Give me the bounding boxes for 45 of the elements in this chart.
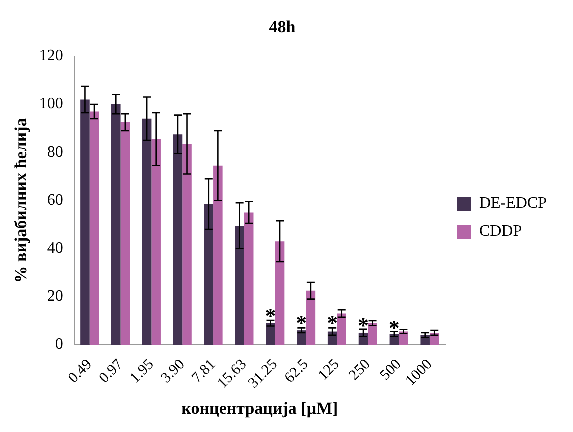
bar (152, 139, 161, 346)
bar (214, 166, 223, 346)
bar (306, 290, 316, 346)
bar (90, 112, 100, 346)
bar (244, 212, 254, 346)
x-tick-label: 0.97 (96, 356, 127, 387)
bar (173, 134, 183, 346)
annotation: * (358, 313, 370, 338)
y-axis-title: % вијабилних ћелија (12, 118, 31, 284)
bar (142, 118, 152, 346)
annotation: * (296, 310, 308, 336)
x-tick-label: 0.49 (66, 356, 96, 387)
y-tick-label: 100 (39, 96, 64, 113)
bar (204, 204, 214, 346)
y-tick-label: 40 (47, 240, 64, 258)
annotation: * (265, 303, 276, 328)
legend-label: CDDP (479, 223, 522, 240)
bar (112, 104, 121, 346)
bar (120, 122, 130, 346)
x-tick-label: 500 (377, 356, 405, 384)
x-tick-label: 62.5 (282, 356, 312, 387)
bar (80, 100, 90, 346)
chart-title: 48h (269, 18, 296, 37)
x-axis-title: концентрација [μM] (182, 399, 338, 418)
bar (368, 323, 378, 346)
y-tick-label: 20 (47, 288, 64, 306)
bar (337, 314, 346, 346)
legend-label: DE-EDCP (479, 195, 548, 212)
x-tick-label: 1.95 (127, 356, 158, 387)
bar (297, 330, 306, 346)
x-tick-label: 125 (316, 356, 343, 384)
x-tick-label: 1000 (403, 356, 436, 390)
x-tick-label: 250 (346, 356, 374, 384)
x-tick-label: 3.90 (158, 356, 188, 387)
y-tick-label: 80 (47, 144, 64, 161)
annotation: * (388, 315, 400, 340)
x-tick-label: 7.81 (189, 356, 220, 387)
bar (266, 323, 276, 346)
y-tick-label: 120 (39, 48, 64, 65)
y-tick-label: 60 (47, 192, 64, 209)
bar (275, 242, 285, 346)
bar (182, 144, 192, 346)
y-tick-label: 0 (55, 336, 64, 354)
annotation: * (327, 310, 338, 336)
bar (235, 226, 244, 346)
